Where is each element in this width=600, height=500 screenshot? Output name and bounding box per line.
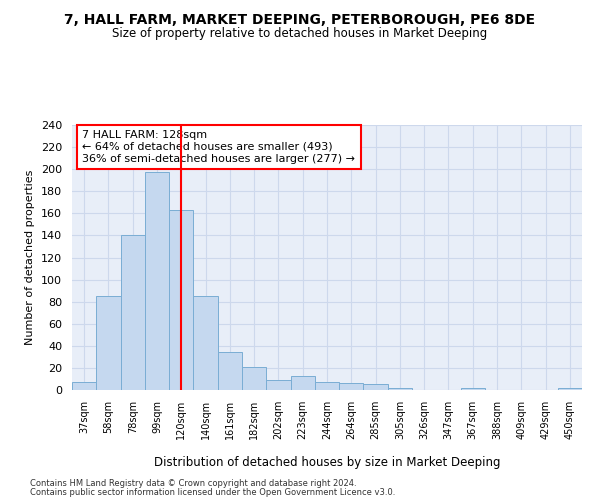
Bar	[242, 367, 266, 390]
Bar	[145, 172, 169, 390]
Y-axis label: Number of detached properties: Number of detached properties	[25, 170, 35, 345]
Bar	[290, 376, 315, 390]
Bar	[169, 210, 193, 390]
Bar	[364, 384, 388, 390]
Bar	[96, 296, 121, 390]
Bar	[121, 236, 145, 390]
Bar	[339, 384, 364, 390]
Text: Distribution of detached houses by size in Market Deeping: Distribution of detached houses by size …	[154, 456, 500, 469]
Bar	[72, 382, 96, 390]
Bar	[315, 382, 339, 390]
Bar	[558, 388, 582, 390]
Text: 7 HALL FARM: 128sqm
← 64% of detached houses are smaller (493)
36% of semi-detac: 7 HALL FARM: 128sqm ← 64% of detached ho…	[82, 130, 355, 164]
Text: Contains HM Land Registry data © Crown copyright and database right 2024.: Contains HM Land Registry data © Crown c…	[30, 479, 356, 488]
Text: 7, HALL FARM, MARKET DEEPING, PETERBOROUGH, PE6 8DE: 7, HALL FARM, MARKET DEEPING, PETERBOROU…	[64, 12, 536, 26]
Bar	[218, 352, 242, 390]
Bar	[266, 380, 290, 390]
Bar	[388, 388, 412, 390]
Text: Contains public sector information licensed under the Open Government Licence v3: Contains public sector information licen…	[30, 488, 395, 497]
Bar	[193, 296, 218, 390]
Bar	[461, 388, 485, 390]
Text: Size of property relative to detached houses in Market Deeping: Size of property relative to detached ho…	[112, 28, 488, 40]
